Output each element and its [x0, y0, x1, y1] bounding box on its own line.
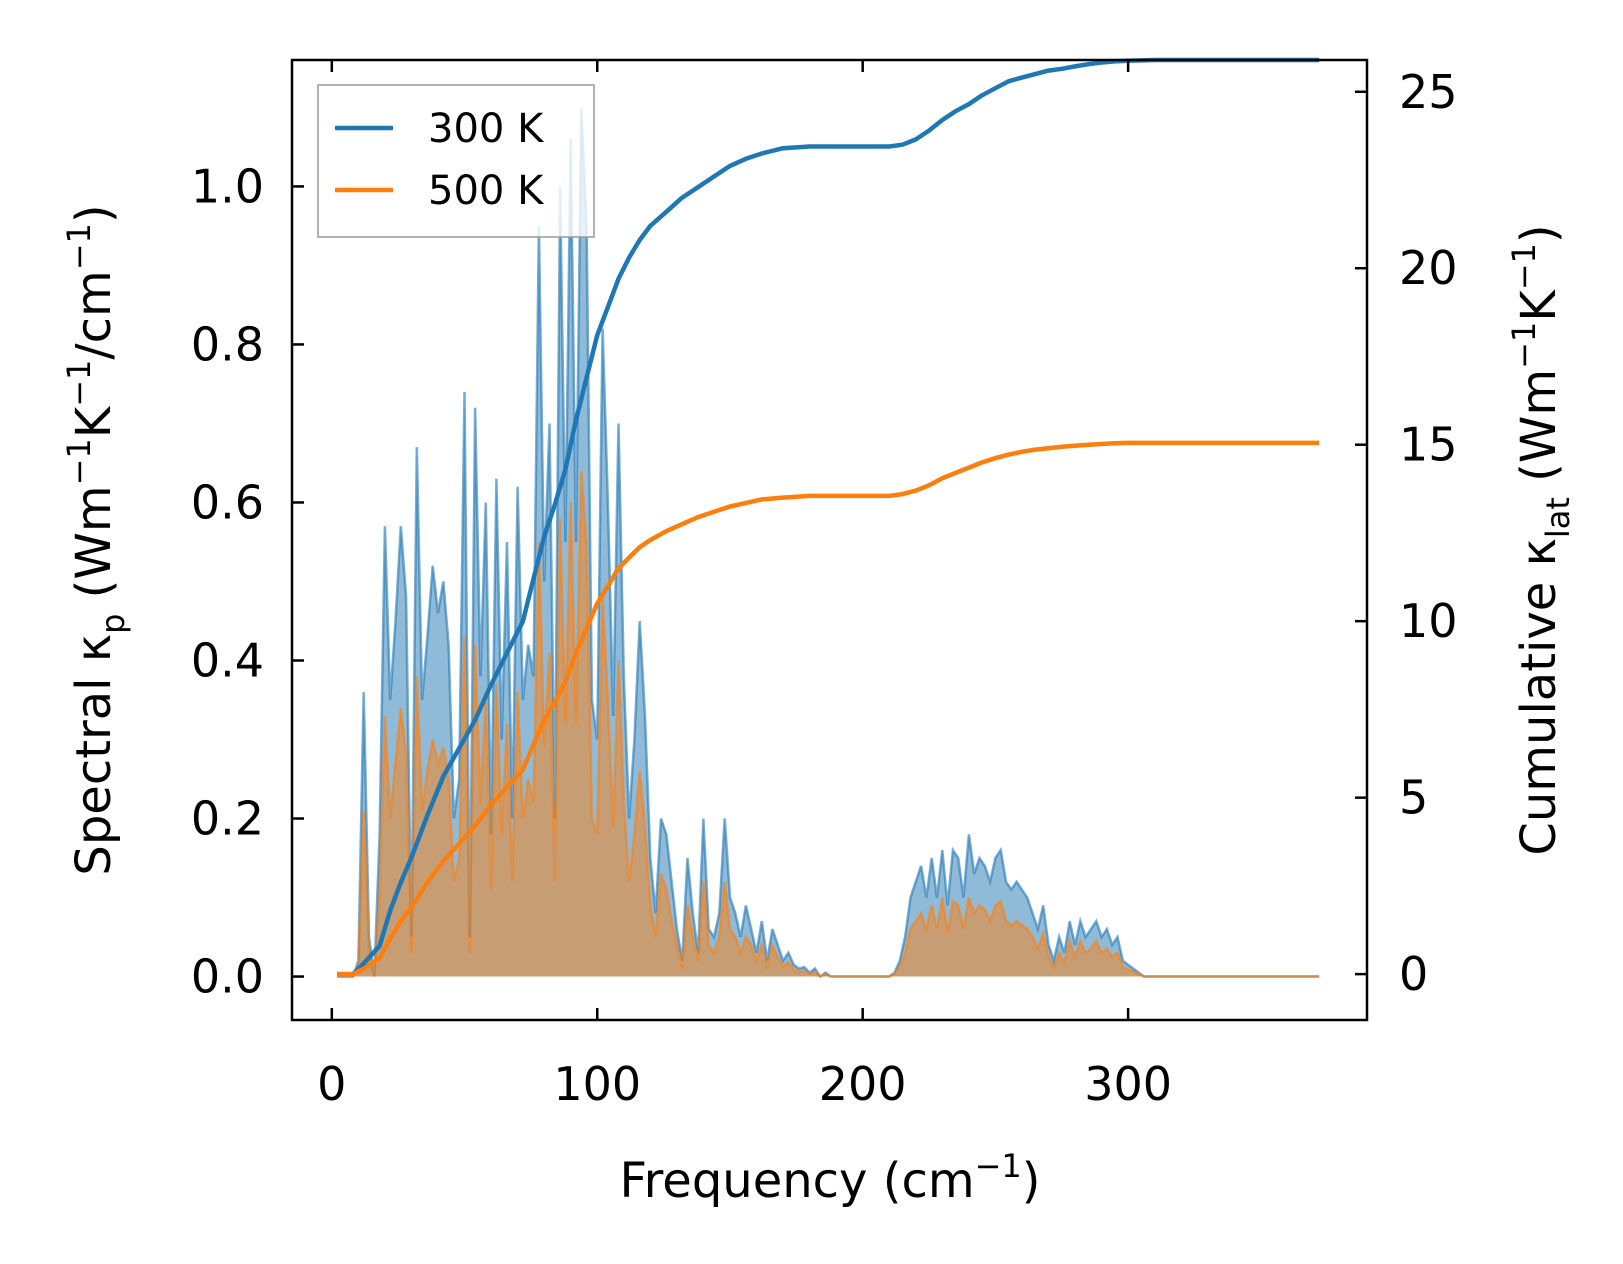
spectral-fills	[337, 107, 1320, 979]
legend-label-500: 500 K	[428, 168, 545, 214]
y-right-tick-label: 0	[1399, 947, 1428, 1001]
y-left-tick-label: 0.4	[191, 633, 264, 687]
y-left-tick-label: 0.6	[191, 475, 264, 529]
plot-frame	[290, 58, 1369, 1022]
y-left-tick-label: 1.0	[191, 159, 264, 213]
spectral-line-300	[337, 107, 1320, 979]
legend: 300 K 500 K	[317, 84, 595, 238]
x-axis-label: Frequency (cm−1)	[619, 1147, 1040, 1209]
y-right-tick-label: 10	[1399, 594, 1458, 648]
x-tick-label: 0	[317, 1057, 346, 1111]
x-tick-label: 100	[553, 1057, 641, 1111]
y-right-tick-label: 20	[1399, 241, 1458, 295]
y-left-tick-label: 0.2	[191, 792, 264, 846]
y-right-tick-label: 15	[1399, 418, 1458, 472]
legend-label-300: 300 K	[428, 106, 545, 152]
cumulative-line-500	[337, 440, 1320, 977]
spectral-line-500	[337, 470, 1320, 978]
spectral-area-500	[337, 470, 1320, 977]
y-left-tick-label: 0.8	[191, 317, 264, 371]
axis-ticks: 0 100 200 300 0.0 0.2 0.4 0.6 0.8 1.0 0 5 10 15 20 25	[191, 60, 1458, 1111]
series-lines	[337, 57, 1320, 977]
y-right-tick-label: 5	[1399, 771, 1428, 825]
x-tick-label: 300	[1084, 1057, 1172, 1111]
y-right-tick-label: 25	[1399, 65, 1458, 119]
cumulative-line-300	[337, 57, 1320, 977]
y-left-tick-label: 0.0	[191, 950, 264, 1004]
y-axis-right-label: Cumulative κlat (Wm−1K−1)	[1505, 224, 1577, 855]
legend-box	[317, 84, 595, 238]
y-axis-left-label: Spectral κp (Wm−1K−1/cm−1)	[60, 204, 132, 875]
x-tick-label: 200	[819, 1057, 907, 1111]
